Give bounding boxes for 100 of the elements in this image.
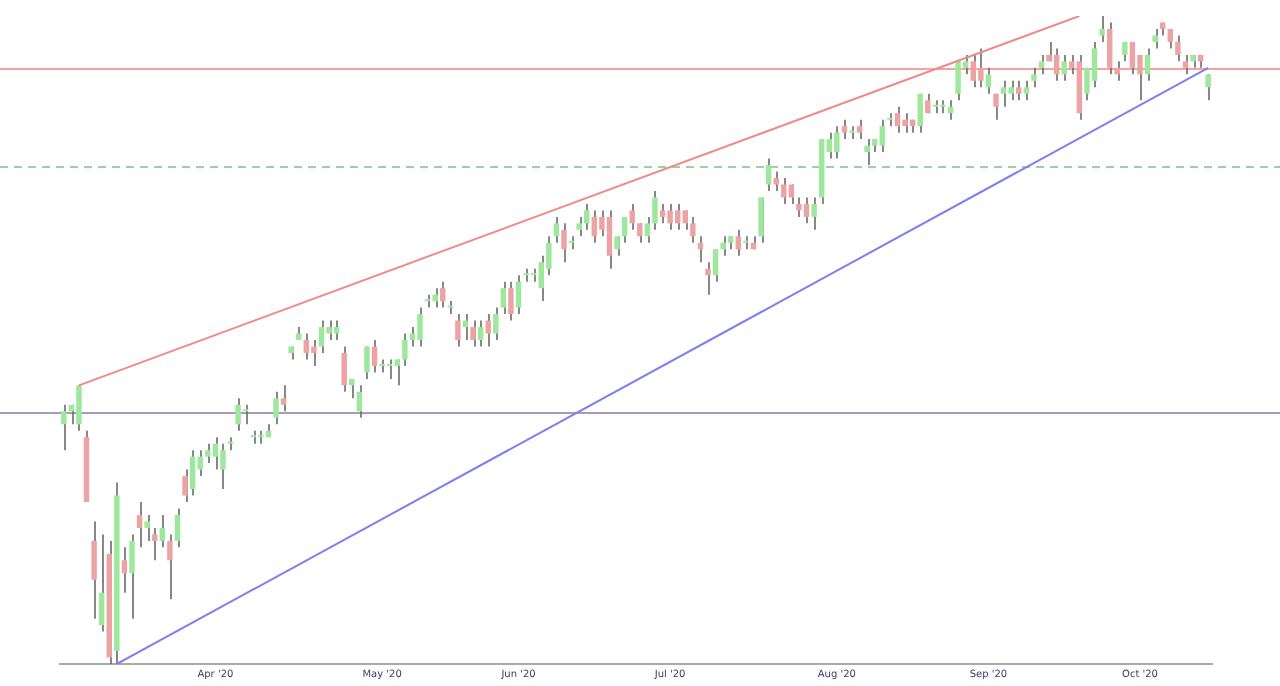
candlestick [674, 203, 681, 231]
candlestick [743, 235, 749, 251]
candlestick [303, 332, 310, 361]
candlestick [440, 280, 446, 309]
candlestick [326, 319, 332, 341]
candlestick [341, 345, 347, 393]
candlestick [394, 358, 400, 387]
candlestick [1008, 80, 1014, 102]
candlestick [1099, 15, 1105, 43]
candlestick [258, 429, 264, 445]
candlestick [402, 332, 408, 367]
candlestick [993, 92, 999, 121]
candlestick [902, 112, 908, 134]
candlestick [371, 339, 378, 374]
candlestick [803, 196, 810, 225]
candlestick [220, 442, 226, 490]
candlestick [523, 267, 529, 283]
candlestick [576, 216, 582, 238]
candlestick [879, 118, 886, 153]
candlestick [455, 313, 461, 348]
candlestick [477, 319, 484, 348]
candlestick [796, 196, 802, 218]
candlestick [485, 313, 491, 348]
candlestick [1023, 80, 1030, 102]
candlestick [811, 196, 817, 231]
candlestick [781, 177, 787, 205]
candlestick [1152, 28, 1158, 50]
candlestick [364, 345, 370, 380]
candlestick [1016, 80, 1022, 102]
candlestick [432, 287, 438, 309]
candlestick [1205, 73, 1211, 102]
candlestick [1031, 67, 1037, 89]
candlestick [606, 209, 613, 270]
candlestick [212, 436, 219, 471]
candlestick [515, 274, 522, 315]
candlestick [182, 468, 188, 503]
candlestick [273, 391, 279, 426]
candlestick [788, 183, 795, 205]
candlestick [1175, 34, 1181, 63]
candlestick [917, 92, 923, 134]
candlestick [864, 138, 870, 166]
candlestick [121, 546, 128, 594]
candlestick [61, 404, 67, 451]
candlestick [235, 397, 241, 432]
candlestick [894, 105, 901, 134]
candlestick [773, 170, 779, 192]
candlestick [242, 404, 249, 426]
candlestick [614, 235, 620, 257]
candlestick [856, 118, 863, 140]
candlestick [553, 216, 560, 244]
candlestick [561, 222, 567, 264]
candlestick [705, 261, 711, 296]
candlestick [76, 384, 82, 432]
candlestick [1038, 54, 1045, 76]
candlestick [1144, 47, 1151, 82]
candlestick [129, 533, 135, 620]
candlestick [720, 235, 726, 257]
candlestick [144, 514, 150, 542]
candlestick [159, 514, 166, 549]
candlestick [584, 203, 590, 231]
candlestick [1000, 80, 1007, 108]
candlestick [500, 280, 507, 315]
candlestick [887, 112, 893, 127]
candlestick [227, 436, 234, 451]
candlestick [530, 267, 537, 283]
candlestick [834, 125, 840, 160]
candlestick [379, 358, 385, 374]
candlestick [568, 235, 575, 251]
candlestick [621, 216, 628, 244]
candlestick [447, 300, 454, 315]
candlestick [758, 196, 764, 244]
candlestick [386, 358, 393, 380]
candlestick [189, 449, 196, 497]
candlestick [424, 293, 431, 309]
candlestick [932, 99, 939, 114]
candlestick [493, 306, 499, 341]
candlestick [985, 67, 992, 95]
candlestick [765, 157, 772, 192]
candlestick [417, 306, 423, 348]
candlestick [311, 339, 317, 367]
candlestick [682, 209, 688, 231]
candlestick [955, 60, 961, 102]
candlestick [333, 319, 340, 341]
candlestick [629, 203, 635, 231]
candlestick [940, 99, 946, 114]
candlestick [690, 216, 696, 244]
candlestick [250, 429, 256, 445]
candlestick [591, 209, 598, 244]
candlestick [667, 203, 673, 231]
candlestick [136, 501, 143, 549]
candlestick [849, 125, 855, 140]
candlestick [280, 384, 287, 413]
candlestick [91, 520, 97, 620]
candlestick [659, 203, 666, 225]
candlestick [735, 229, 742, 257]
candlestick [841, 118, 848, 140]
candlestick [470, 319, 476, 348]
candlestick [508, 280, 514, 322]
candlestick [356, 384, 363, 419]
candlestick [1061, 54, 1067, 82]
